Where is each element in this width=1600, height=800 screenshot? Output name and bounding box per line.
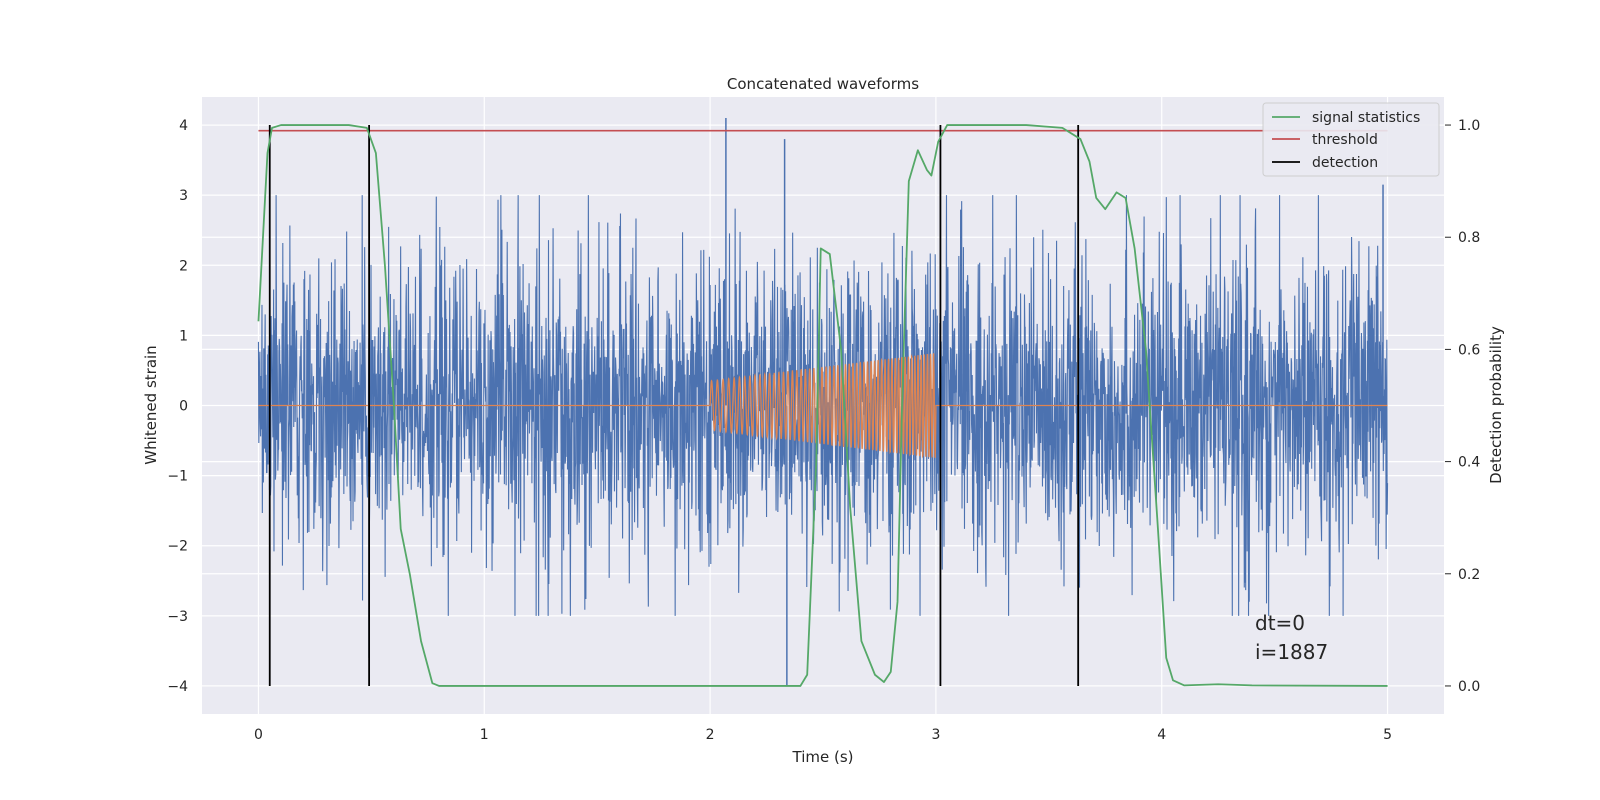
x-tick-label: 2 xyxy=(706,727,715,743)
y-left-tick-label: −3 xyxy=(167,609,188,625)
x-tick-label: 5 xyxy=(1383,727,1392,743)
strain-series-line xyxy=(257,195,1389,616)
y-axis-left-ticks: 4 3 2 1 0 −1 −2 −3 −4 xyxy=(167,118,188,695)
y-left-tick-label: −2 xyxy=(167,539,188,555)
x-tick-label: 0 xyxy=(254,727,263,743)
legend-label-detection: detection xyxy=(1312,155,1378,171)
x-tick-label: 1 xyxy=(480,727,489,743)
legend-box xyxy=(1262,102,1440,177)
injected-signal-line xyxy=(258,353,1388,459)
x-axis-ticks: 0 1 2 3 4 5 xyxy=(254,727,1392,743)
y-axis-right-label: Detection probability xyxy=(1487,326,1505,484)
y-axis-right-ticks: 1.0 0.8 0.6 0.4 0.2 0.0 xyxy=(1445,118,1480,695)
y-left-tick-label: −1 xyxy=(167,469,188,485)
signal-statistics-line xyxy=(257,124,1388,687)
y-left-tick-label: 1 xyxy=(179,328,188,344)
y-right-tick-label: 0.0 xyxy=(1458,679,1480,695)
y-axis-left-label: Whitened strain xyxy=(142,345,160,464)
legend-label-threshold: threshold xyxy=(1312,132,1378,148)
y-right-tick-label: 0.8 xyxy=(1458,230,1480,246)
x-tick-label: 4 xyxy=(1157,727,1166,743)
y-left-tick-label: 4 xyxy=(179,118,188,134)
y-left-tick-label: 3 xyxy=(179,188,188,204)
chart-title: Concatenated waveforms xyxy=(727,75,919,93)
x-axis-label: Time (s) xyxy=(792,748,854,766)
y-right-tick-label: 1.0 xyxy=(1458,118,1480,134)
legend: signal statistics threshold detection xyxy=(1262,102,1440,177)
x-tick-label: 3 xyxy=(931,727,940,743)
legend-label-signal-statistics: signal statistics xyxy=(1312,110,1420,126)
y-right-tick-label: 0.6 xyxy=(1458,342,1480,358)
y-left-tick-label: 2 xyxy=(179,258,188,274)
annotation-index: i=1887 xyxy=(1255,640,1328,664)
y-right-tick-label: 0.4 xyxy=(1458,455,1480,471)
y-left-tick-label: 0 xyxy=(179,399,188,415)
y-left-tick-label: −4 xyxy=(167,679,188,695)
plot-area xyxy=(257,118,1389,687)
y-right-tick-label: 0.2 xyxy=(1458,567,1480,583)
annotation-dt: dt=0 xyxy=(1255,611,1305,635)
